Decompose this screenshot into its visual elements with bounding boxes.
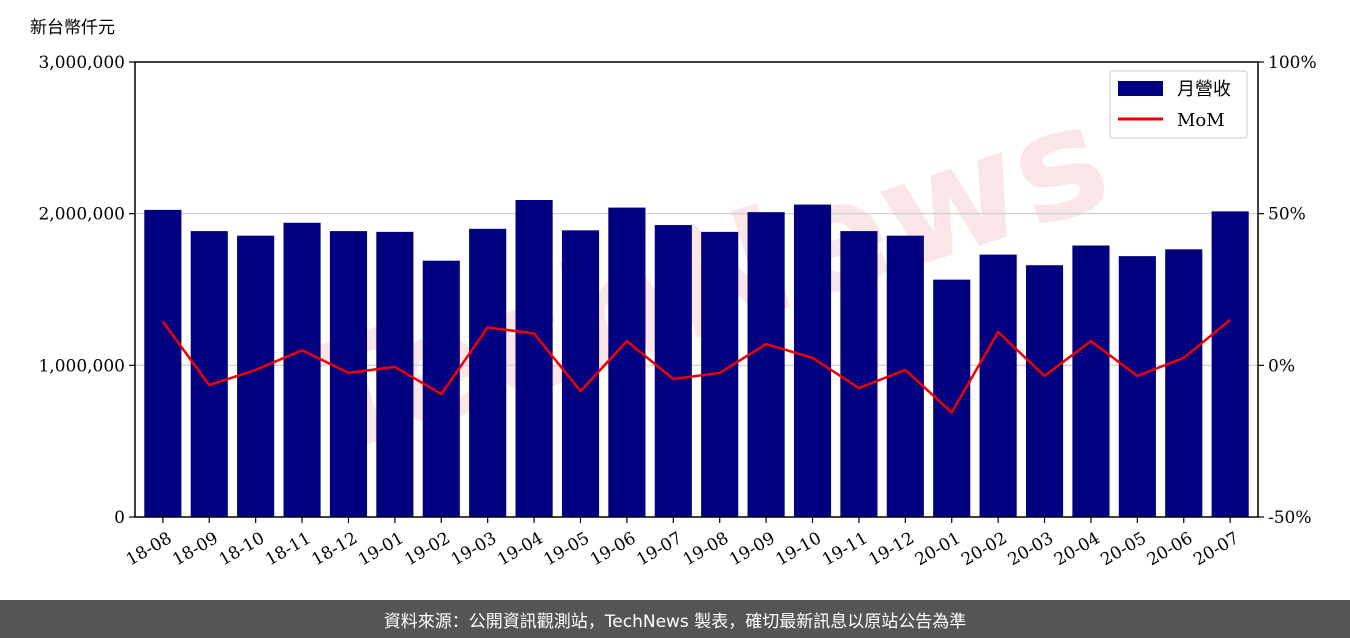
x-tick-label-19-08: 19-08 xyxy=(680,528,732,570)
bar-20-04 xyxy=(1072,245,1110,517)
revenue-chart: TechNews 新台幣仟元 01,000,0002,000,0003,000,… xyxy=(30,18,1317,570)
legend-swatch-bar xyxy=(1118,81,1163,96)
legend: 月營收 MoM xyxy=(1109,70,1248,139)
x-tick-label-20-07: 20-07 xyxy=(1190,528,1242,570)
source-text: 資料來源：公開資訊觀測站，TechNews 製表，確切最新訊息以原站公告為準 xyxy=(383,611,967,632)
x-tick-label-19-01: 19-01 xyxy=(355,528,407,570)
bar-19-09 xyxy=(747,212,785,517)
x-tick-label-20-03: 20-03 xyxy=(1005,528,1057,570)
x-tick-label-19-03: 19-03 xyxy=(448,528,500,570)
mom-series xyxy=(161,318,1231,414)
x-tick-label-18-09: 18-09 xyxy=(169,528,221,570)
bar-20-01 xyxy=(933,279,971,517)
bar-18-11 xyxy=(283,222,321,517)
bar-19-05 xyxy=(561,230,600,517)
x-tick-label-19-04: 19-04 xyxy=(494,528,546,570)
y-left-tick-label: 3,000,000 xyxy=(38,53,125,73)
x-tick-label-19-07: 19-07 xyxy=(633,528,685,570)
y-right-tick-label: 0% xyxy=(1268,356,1295,376)
x-tick-label-19-10: 19-10 xyxy=(773,528,825,570)
x-tick-label-18-12: 18-12 xyxy=(309,528,361,570)
bar-19-10 xyxy=(793,204,832,518)
x-tick-label-20-02: 20-02 xyxy=(958,528,1010,570)
bar-19-06 xyxy=(608,207,646,517)
plot-frame xyxy=(134,61,1259,518)
bar-20-07 xyxy=(1211,211,1249,517)
x-tick-label-19-09: 19-09 xyxy=(726,528,778,570)
x-tick-label-18-10: 18-10 xyxy=(216,528,268,570)
y-axis-unit-label: 新台幣仟元 xyxy=(30,18,115,38)
x-tick-label-19-06: 19-06 xyxy=(587,528,639,570)
bar-19-07 xyxy=(654,225,692,517)
x-tick-label-20-06: 20-06 xyxy=(1144,528,1196,570)
y-left-tick-label: 2,000,000 xyxy=(38,205,125,225)
source-footer: 資料來源：公開資訊觀測站，TechNews 製表，確切最新訊息以原站公告為準 xyxy=(0,600,1350,638)
bar-19-11 xyxy=(840,231,878,517)
x-tick-label-18-11: 18-11 xyxy=(262,528,314,570)
x-tick-label-18-08: 18-08 xyxy=(123,528,175,570)
legend-label-bar: 月營收 xyxy=(1177,79,1231,100)
x-tick-label-20-01: 20-01 xyxy=(912,528,964,570)
x-tick-label-19-05: 19-05 xyxy=(541,528,593,570)
legend-label-line: MoM xyxy=(1177,110,1225,131)
y-left-tick-label: 1,000,000 xyxy=(38,356,125,376)
y-right-tick-label: 100% xyxy=(1268,53,1317,73)
bar-18-10 xyxy=(237,235,275,518)
bar-20-02 xyxy=(979,254,1017,517)
mom-line xyxy=(161,318,1231,414)
gridlines xyxy=(135,213,1258,366)
bar-20-03 xyxy=(1025,265,1064,517)
x-tick-label-20-04: 20-04 xyxy=(1051,528,1103,570)
bar-19-04 xyxy=(515,200,553,517)
x-tick-label-19-11: 19-11 xyxy=(819,528,871,570)
y-left-tick-label: 0 xyxy=(114,508,125,528)
bar-series xyxy=(144,200,1249,518)
bar-18-08 xyxy=(144,209,182,517)
y-right-tick-label: -50% xyxy=(1268,508,1312,528)
bar-18-09 xyxy=(190,231,228,517)
bar-19-03 xyxy=(469,228,507,518)
x-tick-label-19-02: 19-02 xyxy=(401,528,453,570)
bar-20-05 xyxy=(1118,256,1156,517)
x-tick-label-19-12: 19-12 xyxy=(865,528,917,570)
bar-20-06 xyxy=(1165,249,1203,517)
y-right-tick-label: 50% xyxy=(1268,205,1306,225)
bar-19-12 xyxy=(886,235,924,518)
x-tick-label-20-05: 20-05 xyxy=(1097,528,1149,570)
bar-19-02 xyxy=(422,260,460,517)
